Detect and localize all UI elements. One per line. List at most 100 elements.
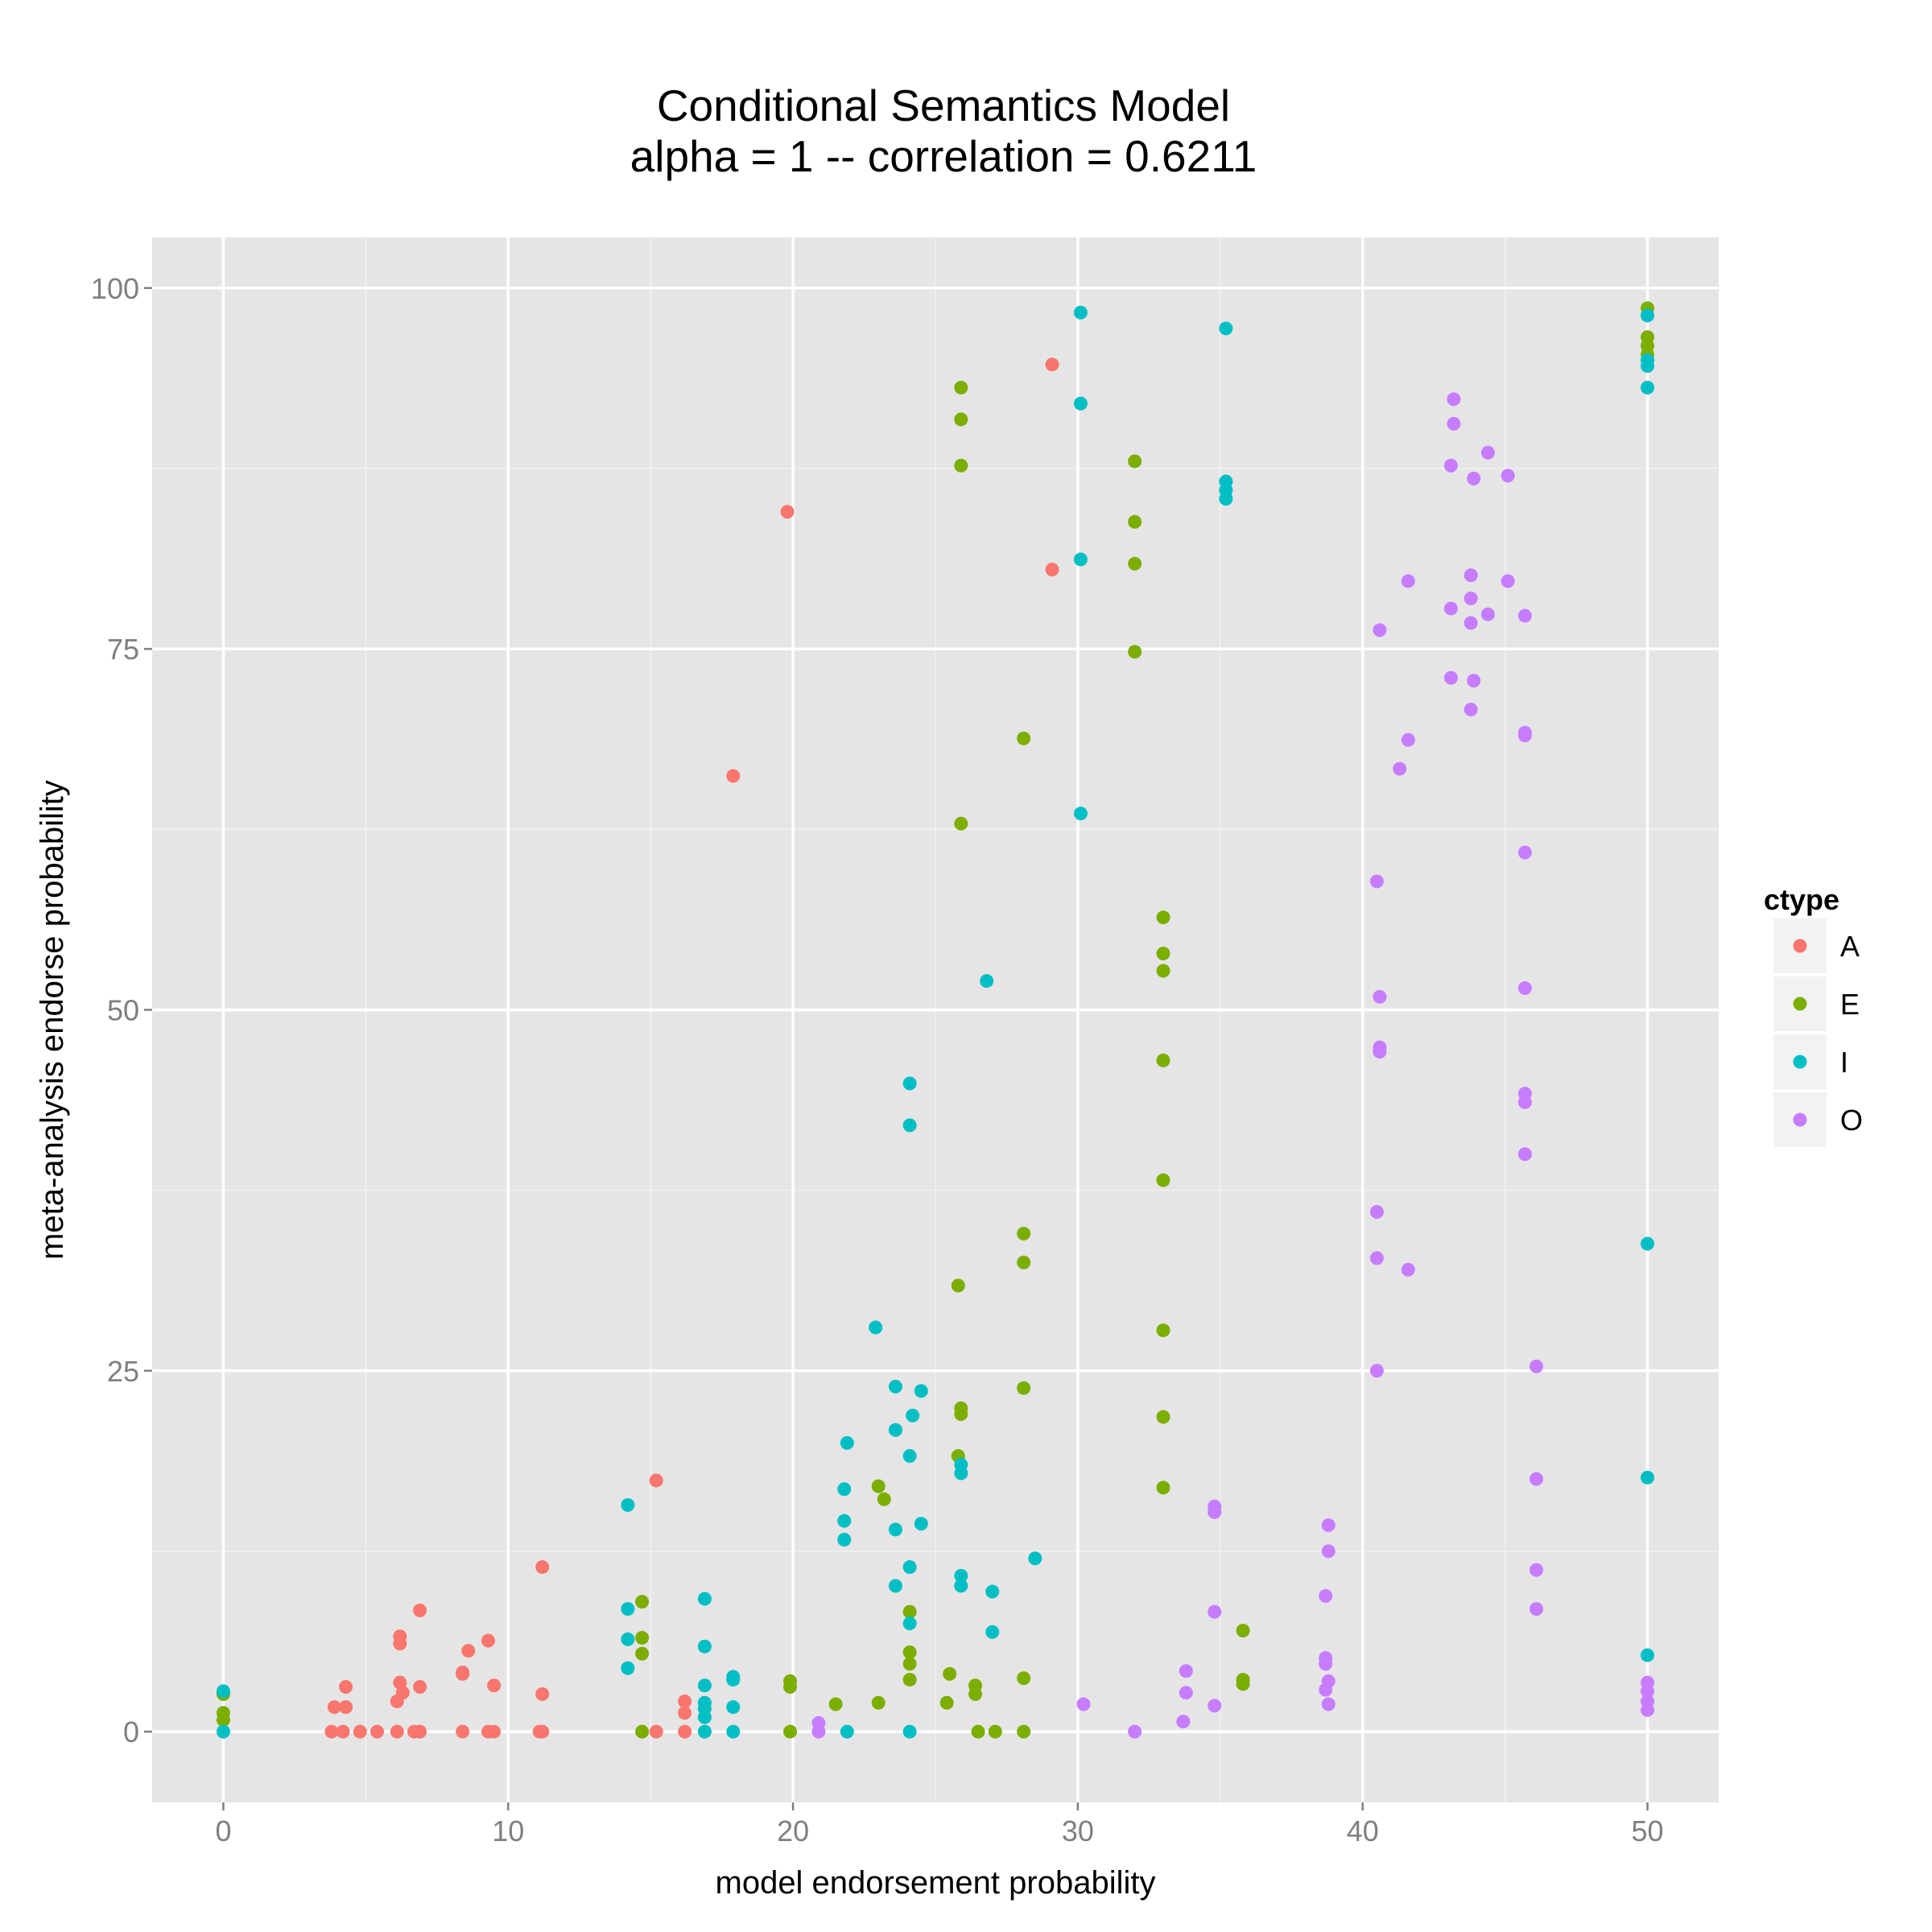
data-point [1156,947,1170,961]
y-tick-label: 0 [123,1715,139,1748]
data-point [902,1673,917,1687]
data-point [1463,616,1478,630]
data-point [840,1435,854,1450]
data-point [1321,1518,1335,1533]
data-point [840,1724,854,1739]
data-point [487,1724,502,1739]
data-point [1467,471,1481,485]
data-point [697,1724,712,1739]
data-point [837,1533,852,1547]
data-point [1017,1671,1031,1686]
series-A [324,357,1059,1739]
data-point [1208,1699,1222,1713]
data-point [327,1700,341,1715]
data-point [943,1666,957,1681]
data-point [888,1579,902,1593]
data-point [980,974,994,989]
data-point [1073,552,1088,567]
data-point [1401,733,1415,747]
data-point [888,1380,902,1394]
data-point [1017,1255,1031,1269]
legend-key [1772,975,1828,1033]
data-point [1017,1226,1031,1241]
data-point [339,1700,353,1715]
data-point [1369,874,1384,889]
data-point [902,1118,917,1133]
data-point [621,1632,635,1646]
data-point [678,1706,692,1720]
data-point [535,1686,550,1701]
data-point [635,1595,650,1609]
legend-label: E [1840,988,1860,1021]
data-point [902,1616,917,1631]
data-point [1641,353,1655,367]
legend-label: A [1840,930,1860,963]
legend-title: ctype [1764,883,1839,916]
data-point [621,1602,635,1616]
data-point [1393,762,1407,776]
data-point [1156,1173,1170,1187]
legend-label: O [1840,1104,1863,1137]
data-point [726,1700,741,1715]
data-point [1517,609,1532,623]
data-point [487,1678,502,1693]
data-point [635,1631,650,1645]
data-point [697,1695,712,1710]
x-tick-label: 20 [777,1814,809,1847]
data-points [216,301,1655,1739]
data-point [635,1646,650,1661]
data-point [395,1686,410,1700]
data-point [1219,321,1233,336]
data-point [1179,1664,1193,1678]
data-point [1028,1551,1042,1566]
axis-ticks: 0 10 20 30 40 50 0 25 50 75 100 [91,272,1664,1847]
data-point [461,1644,476,1658]
data-point [1128,514,1142,529]
data-point [1076,1697,1091,1711]
data-point [1641,1648,1655,1662]
chart-subtitle: alpha = 1 -- correlation = 0.6211 [630,131,1257,181]
data-point [1176,1715,1191,1729]
data-point [1373,989,1387,1004]
legend-key-point [1793,939,1807,953]
data-point [390,1724,404,1739]
data-point [1319,1589,1333,1604]
data-point [902,1657,917,1671]
data-point [888,1422,902,1437]
data-point [535,1560,550,1575]
data-point [988,1724,1002,1739]
legend-key-point [1793,1113,1807,1127]
data-point [951,1278,965,1293]
data-point [1467,674,1481,688]
data-point [370,1724,385,1739]
data-point [902,1076,917,1091]
data-point [1501,469,1515,483]
data-point [1156,1323,1170,1338]
data-point [1530,1602,1544,1616]
x-tick-label: 0 [215,1814,231,1847]
data-point [971,1724,985,1739]
data-point [697,1678,712,1693]
x-axis-title: model endorsement probability [716,1865,1156,1901]
data-point [1463,591,1478,605]
x-tick-label: 50 [1632,1814,1664,1847]
data-point [1501,574,1515,588]
data-point [324,1724,339,1739]
data-point [1641,330,1655,345]
data-point [1017,731,1031,745]
y-tick-label: 75 [107,633,139,666]
data-point [954,816,968,831]
y-tick-label: 25 [107,1355,139,1388]
data-point [902,1645,917,1659]
legend-item-A: A [1772,917,1860,975]
data-point [811,1715,826,1730]
data-point [1073,807,1088,821]
series-O [811,392,1655,1739]
data-point [535,1724,550,1739]
data-point [1208,1499,1222,1513]
data-point [954,1579,968,1593]
data-point [783,1724,798,1739]
data-point [954,1568,968,1583]
data-point [1128,645,1142,659]
